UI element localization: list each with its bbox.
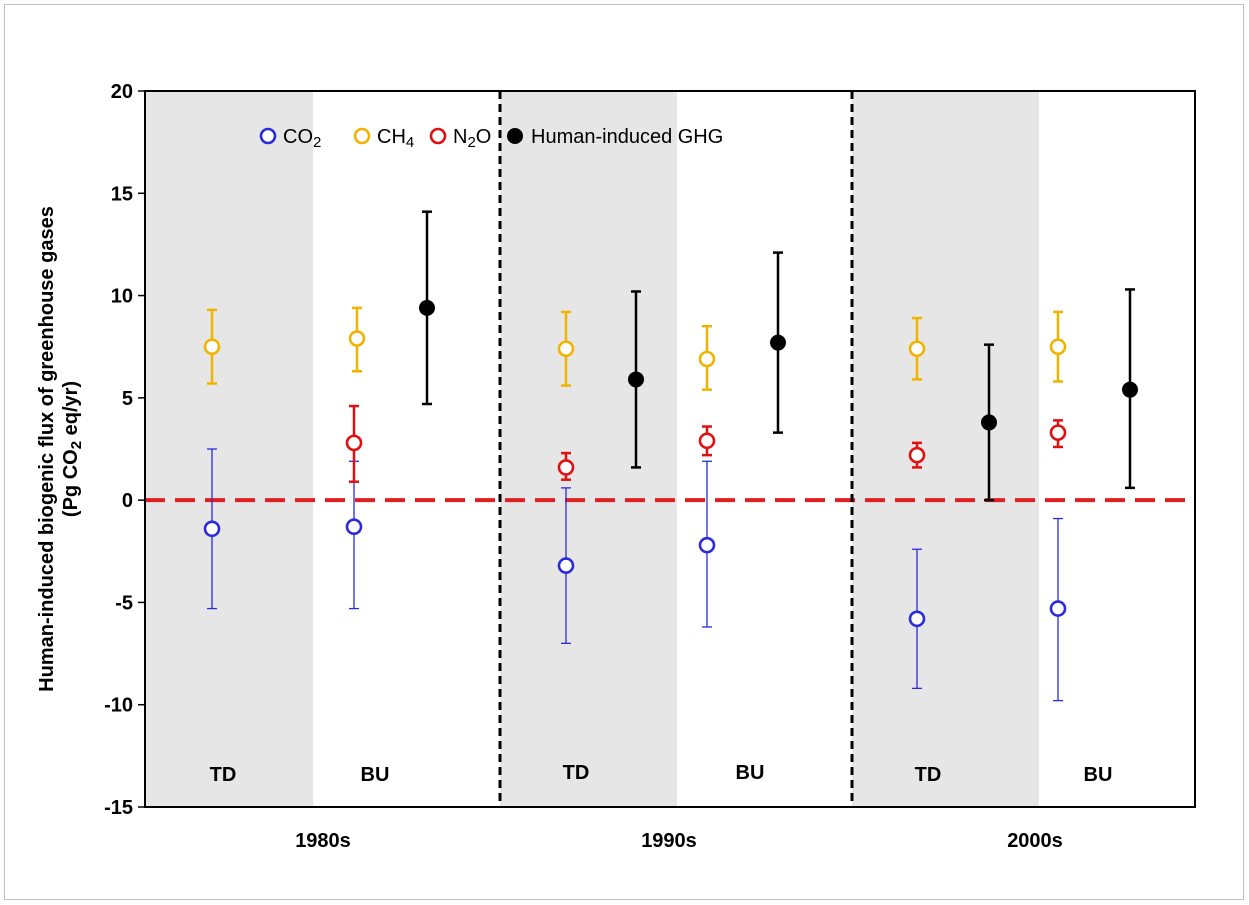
legend-item-co2: CO2: [259, 126, 321, 151]
y-tick-label: -15: [104, 797, 133, 819]
legend-marker: [259, 127, 277, 145]
panel-label-bu: BU: [736, 762, 765, 784]
marker: [628, 371, 644, 388]
marker: [1049, 600, 1067, 617]
point-ch4: [1049, 310, 1067, 383]
marker: [557, 557, 575, 574]
legend-marker: [353, 127, 371, 145]
marker: [698, 350, 716, 368]
marker: [1049, 338, 1067, 356]
marker: [981, 414, 997, 431]
y-tick-label: 5: [122, 388, 133, 410]
point-ghg: [770, 251, 786, 434]
y-axis-label-line2: (Pg CO2 eq/yr): [60, 381, 85, 517]
legend-item-ch4: CH4: [353, 126, 414, 151]
marker: [1122, 381, 1138, 398]
point-co2: [698, 460, 716, 628]
panel-label-bu: BU: [1084, 764, 1113, 786]
y-axis-label-line1: Human-induced biogenic flux of greenhous…: [36, 206, 58, 692]
chart-frame: -15 -10 -5 0 5 10 15 20 TD BU TD BU TD BU 1980s 1990s…: [4, 4, 1244, 900]
point-co2: [203, 448, 221, 610]
marker: [698, 432, 716, 450]
y-tick-label: 10: [111, 286, 133, 308]
marker: [908, 340, 926, 358]
point-ghg: [628, 290, 644, 469]
marker: [698, 536, 716, 554]
point-ch4: [203, 308, 221, 385]
marker: [908, 446, 926, 464]
panel-label-td: TD: [210, 764, 237, 786]
marker: [345, 434, 363, 452]
legend-label: CH4: [377, 126, 414, 151]
legend-item-ghg: Human-induced GHG: [507, 126, 723, 148]
td-panel-shade-1980s: [145, 91, 313, 807]
point-n2o: [557, 451, 575, 481]
panel-label-bu: BU: [361, 764, 390, 786]
marker: [1049, 424, 1067, 441]
marker: [348, 330, 366, 347]
point-ghg: [419, 210, 435, 406]
decade-label: 2000s: [1007, 830, 1063, 852]
point-ch4: [557, 310, 575, 387]
marker: [557, 459, 575, 476]
point-co2: [345, 460, 363, 610]
td-panel-shade-2000s: [852, 91, 1039, 807]
legend: CO2 CH4 N2O Human-induced GHG: [259, 126, 723, 151]
td-panel-shade-1990s: [500, 91, 677, 807]
marker: [770, 334, 786, 351]
point-n2o: [345, 404, 363, 483]
point-co2: [557, 487, 575, 644]
y-axis-label: Human-induced biogenic flux of greenhous…: [36, 206, 85, 692]
decade-label: 1990s: [641, 830, 697, 852]
legend-marker: [507, 128, 523, 144]
point-ch4: [908, 316, 926, 381]
point-co2: [1049, 517, 1067, 702]
legend-label: CO2: [283, 126, 321, 151]
point-n2o: [1049, 419, 1067, 449]
decade-dividers: [498, 91, 854, 807]
decade-label: 1980s: [295, 830, 351, 852]
point-n2o: [908, 441, 926, 469]
ghg-flux-chart: -15 -10 -5 0 5 10 15 20 TD BU TD BU TD BU 1980s 1990s…: [36, 81, 1196, 852]
y-axis-ticks: -15 -10 -5 0 5 10 15 20: [104, 81, 145, 819]
decade-labels: 1980s 1990s 2000s: [295, 830, 1063, 852]
panel-label-td: TD: [915, 764, 942, 786]
marker: [557, 340, 575, 358]
marker: [203, 520, 221, 538]
y-tick-label: -10: [104, 695, 133, 717]
point-n2o: [698, 425, 716, 457]
marker: [345, 518, 363, 536]
y-tick-label: 20: [111, 81, 133, 103]
marker: [908, 610, 926, 628]
panel-label-td: TD: [563, 762, 590, 784]
panel-labels: TD BU TD BU TD BU: [210, 762, 1113, 786]
legend-item-n2o: N2O: [429, 126, 491, 151]
marker: [419, 299, 435, 316]
point-co2: [908, 548, 926, 689]
y-tick-label: 15: [111, 183, 133, 205]
point-ch4: [348, 306, 366, 373]
legend-label: N2O: [453, 126, 491, 151]
y-tick-label: 0: [122, 490, 133, 512]
point-ghg: [981, 343, 997, 502]
marker: [203, 338, 221, 356]
point-ghg: [1122, 288, 1138, 490]
panel-shading: [145, 91, 1039, 807]
legend-label: Human-induced GHG: [531, 126, 723, 148]
legend-marker: [429, 127, 447, 145]
y-tick-label: -5: [115, 592, 133, 614]
plot-area-border: [144, 90, 1196, 808]
data-points: [203, 210, 1138, 702]
point-ch4: [698, 325, 716, 391]
